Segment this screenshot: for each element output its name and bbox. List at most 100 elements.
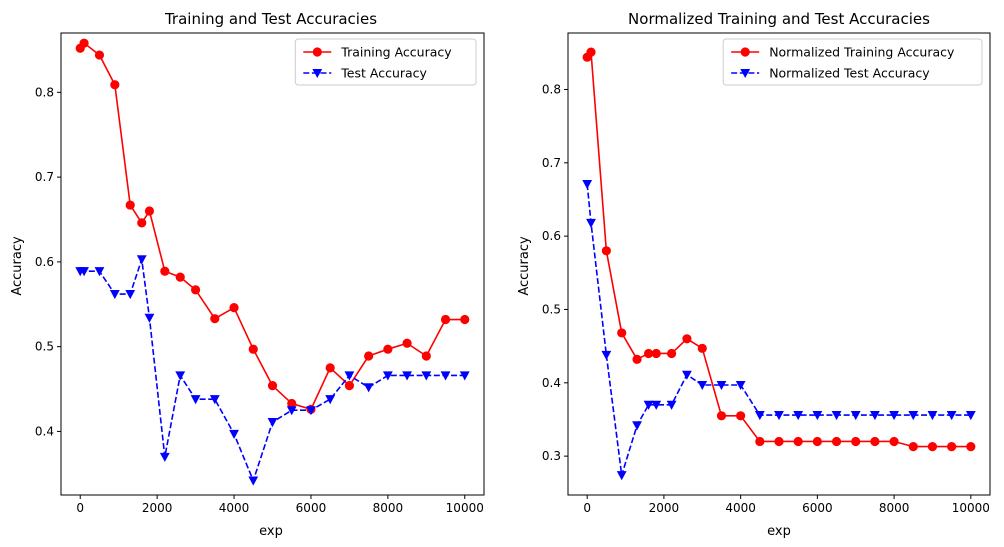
x-tick-label: 6000 bbox=[296, 501, 327, 515]
data-point-test bbox=[344, 371, 355, 381]
chart-title: Normalized Training and Test Accuracies bbox=[628, 10, 930, 28]
x-tick-label: 8000 bbox=[373, 501, 404, 515]
data-point-training bbox=[812, 436, 822, 447]
data-point-test bbox=[774, 411, 784, 421]
data-point-training bbox=[908, 441, 918, 452]
legend-box bbox=[722, 38, 983, 86]
series-line-training bbox=[79, 42, 465, 411]
data-point-test bbox=[248, 476, 259, 486]
y-tick-label: 0.7 bbox=[542, 156, 561, 170]
data-point-training bbox=[190, 285, 201, 295]
data-point-training bbox=[160, 266, 170, 276]
x-tick-label: 0 bbox=[583, 501, 591, 515]
data-point-training bbox=[632, 354, 642, 364]
data-point-training bbox=[666, 348, 677, 359]
y-tick-label: 0.8 bbox=[542, 82, 561, 96]
legend-label: Test Accuracy bbox=[340, 66, 427, 81]
data-point-training bbox=[110, 80, 120, 90]
data-point-test bbox=[908, 411, 919, 421]
data-point-test bbox=[666, 400, 677, 410]
data-point-training bbox=[736, 411, 746, 421]
data-point-training bbox=[440, 314, 451, 325]
chart-panel-left: Training and Test Accuracies exp Accurac… bbox=[10, 10, 485, 539]
x-tick-label: 2000 bbox=[142, 501, 173, 515]
y-tick-label: 0.3 bbox=[542, 449, 561, 463]
data-point-test bbox=[793, 411, 804, 421]
data-point-training bbox=[421, 351, 431, 361]
data-point-test bbox=[582, 180, 593, 190]
data-point-test bbox=[421, 371, 432, 381]
y-tick-label: 0.4 bbox=[542, 376, 561, 390]
data-point-test bbox=[79, 267, 89, 277]
data-point-test bbox=[402, 371, 412, 381]
data-point-test bbox=[812, 411, 823, 421]
data-point-training bbox=[248, 344, 258, 354]
legend-marker-test bbox=[740, 68, 751, 79]
data-point-test bbox=[209, 395, 220, 405]
data-point-test bbox=[440, 371, 451, 381]
data-point-training bbox=[870, 436, 880, 447]
data-point-test bbox=[190, 395, 201, 405]
y-tick-label: 0.7 bbox=[35, 170, 54, 184]
x-tick-label: 4000 bbox=[725, 501, 756, 515]
x-tick-label: 2000 bbox=[649, 501, 680, 515]
data-point-training bbox=[851, 436, 861, 447]
data-point-test bbox=[267, 418, 278, 428]
data-point-test bbox=[306, 406, 316, 416]
data-point-training bbox=[383, 344, 393, 354]
data-point-test bbox=[325, 395, 336, 405]
data-point-training bbox=[460, 314, 470, 325]
data-point-test bbox=[159, 452, 170, 462]
y-axis-label: Accuracy bbox=[517, 236, 532, 296]
data-point-training bbox=[175, 272, 185, 282]
x-tick-label: 10000 bbox=[952, 501, 990, 515]
data-point-training bbox=[643, 348, 654, 359]
data-point-training bbox=[774, 436, 784, 447]
data-point-test bbox=[716, 380, 727, 391]
data-point-test bbox=[682, 370, 692, 380]
x-tick-label: 0 bbox=[76, 501, 84, 515]
data-point-training bbox=[137, 218, 147, 228]
data-point-test bbox=[286, 406, 297, 416]
data-point-training bbox=[755, 436, 765, 447]
x-tick-label: 6000 bbox=[802, 501, 833, 515]
legend-marker-training bbox=[312, 47, 322, 57]
x-tick-label: 4000 bbox=[219, 501, 250, 515]
data-point-training bbox=[889, 436, 899, 447]
data-point-training bbox=[79, 38, 89, 48]
data-point-training bbox=[125, 200, 135, 210]
data-point-test bbox=[632, 421, 642, 431]
data-point-test bbox=[175, 371, 186, 381]
legend-label: Normalized Test Accuracy bbox=[769, 66, 930, 81]
data-point-training bbox=[402, 338, 412, 348]
chart-panel-right: Normalized Training and Test Accuracies … bbox=[517, 10, 991, 539]
data-point-test bbox=[697, 380, 708, 391]
x-tick-label: 10000 bbox=[446, 501, 484, 515]
data-point-test bbox=[754, 411, 765, 421]
data-point-training bbox=[682, 334, 692, 344]
legend-label: Training Accuracy bbox=[340, 45, 452, 60]
legend-box bbox=[294, 38, 477, 86]
data-point-test bbox=[144, 313, 155, 323]
data-point-test bbox=[927, 411, 938, 421]
data-point-test bbox=[136, 255, 147, 265]
data-point-training bbox=[831, 436, 842, 447]
data-point-training bbox=[947, 441, 957, 452]
x-axis-label: exp bbox=[767, 524, 791, 539]
data-point-training bbox=[927, 441, 938, 452]
legend-label: Normalized Training Accuracy bbox=[769, 45, 955, 60]
chart-title: Training and Test Accuracies bbox=[164, 10, 377, 28]
data-point-test bbox=[946, 411, 957, 421]
data-point-test bbox=[601, 350, 612, 360]
data-point-training bbox=[617, 328, 627, 338]
plot-area-frame bbox=[60, 32, 485, 496]
y-tick-label: 0.4 bbox=[35, 424, 54, 438]
plot-area-frame bbox=[567, 32, 991, 496]
data-point-training bbox=[210, 314, 220, 324]
data-point-training bbox=[144, 206, 155, 216]
data-point-test bbox=[643, 400, 654, 410]
x-tick-label: 8000 bbox=[879, 501, 910, 515]
legend: Normalized Training Accuracy Normalized T… bbox=[722, 38, 983, 86]
legend-marker-training bbox=[740, 47, 750, 57]
